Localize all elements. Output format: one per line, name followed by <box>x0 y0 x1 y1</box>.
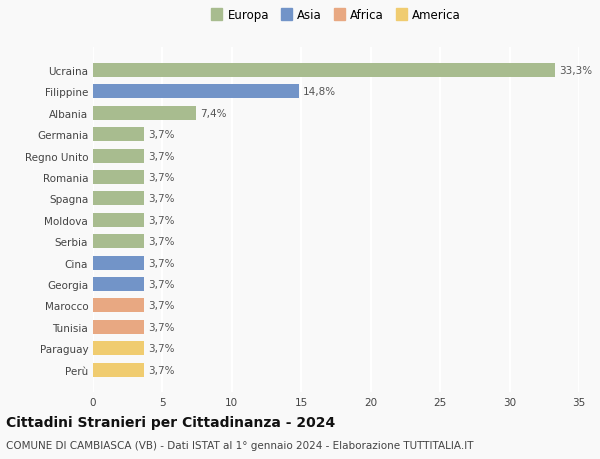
Text: 3,7%: 3,7% <box>149 237 175 246</box>
Bar <box>93 320 145 334</box>
Text: 3,7%: 3,7% <box>149 365 175 375</box>
Bar <box>93 235 145 249</box>
Bar <box>93 192 145 206</box>
Text: 14,8%: 14,8% <box>302 87 336 97</box>
Text: 3,7%: 3,7% <box>149 215 175 225</box>
Text: 3,7%: 3,7% <box>149 343 175 353</box>
Text: COMUNE DI CAMBIASCA (VB) - Dati ISTAT al 1° gennaio 2024 - Elaborazione TUTTITAL: COMUNE DI CAMBIASCA (VB) - Dati ISTAT al… <box>6 440 473 450</box>
Text: 3,7%: 3,7% <box>149 322 175 332</box>
Bar <box>93 213 145 227</box>
Text: 3,7%: 3,7% <box>149 130 175 140</box>
Text: 3,7%: 3,7% <box>149 280 175 289</box>
Text: 33,3%: 33,3% <box>560 66 593 76</box>
Text: Cittadini Stranieri per Cittadinanza - 2024: Cittadini Stranieri per Cittadinanza - 2… <box>6 415 335 429</box>
Text: 3,7%: 3,7% <box>149 151 175 161</box>
Bar <box>93 149 145 163</box>
Text: 3,7%: 3,7% <box>149 301 175 311</box>
Text: 3,7%: 3,7% <box>149 194 175 204</box>
Text: 3,7%: 3,7% <box>149 173 175 183</box>
Bar <box>93 128 145 142</box>
Bar <box>93 341 145 355</box>
Bar <box>93 106 196 120</box>
Bar <box>93 299 145 313</box>
Bar <box>93 277 145 291</box>
Bar <box>93 256 145 270</box>
Text: 3,7%: 3,7% <box>149 258 175 268</box>
Text: 7,4%: 7,4% <box>200 108 226 118</box>
Bar <box>93 171 145 185</box>
Bar <box>93 363 145 377</box>
Bar <box>93 85 299 99</box>
Bar <box>93 64 556 78</box>
Legend: Europa, Asia, Africa, America: Europa, Asia, Africa, America <box>211 9 461 22</box>
